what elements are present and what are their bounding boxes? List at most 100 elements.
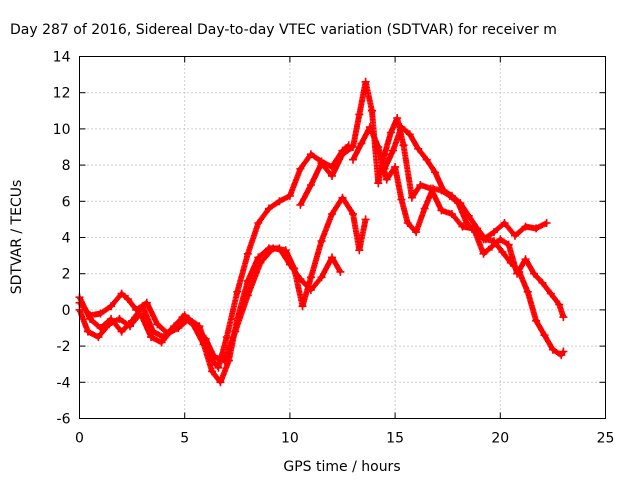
data-point — [317, 159, 326, 168]
data-point — [328, 210, 336, 218]
y-tick-label: 6 — [62, 194, 71, 210]
data-point — [407, 193, 416, 202]
data-point — [290, 264, 299, 273]
y-tick-label: 12 — [53, 86, 71, 102]
data-point — [149, 327, 158, 336]
y-tick-label: 4 — [62, 231, 71, 247]
y-tick-label: -6 — [57, 412, 71, 428]
data-point — [317, 237, 326, 246]
data-point — [420, 204, 429, 213]
data-point — [147, 333, 155, 342]
data-point — [170, 322, 179, 331]
plot-frame — [79, 56, 606, 419]
data-point — [504, 240, 513, 249]
data-point — [128, 316, 137, 325]
data-point — [399, 141, 408, 150]
chart-title: Day 287 of 2016, Sidereal Day-to-day VTE… — [10, 22, 557, 38]
data-point — [208, 367, 217, 376]
data-point — [306, 273, 315, 282]
y-tick-label: 0 — [62, 303, 71, 319]
data-point — [439, 186, 448, 195]
data-point — [473, 224, 482, 233]
data-point — [368, 106, 376, 115]
y-axis-label: SDTVAR / TECUs — [9, 180, 25, 295]
data-point — [555, 300, 564, 309]
data-point — [397, 195, 406, 204]
data-point — [559, 313, 568, 322]
data-point — [264, 204, 273, 213]
y-tick-label: -4 — [57, 375, 71, 391]
data-point — [180, 311, 189, 320]
data-point — [540, 331, 549, 340]
data-point — [386, 128, 395, 137]
x-tick-label: 10 — [281, 431, 299, 447]
data-point — [83, 327, 92, 336]
series-arc-3 — [75, 193, 370, 365]
data-point — [349, 143, 357, 151]
data-point — [281, 246, 290, 255]
data-point — [107, 314, 116, 323]
data-point — [355, 110, 364, 119]
data-point — [317, 273, 326, 282]
data-point — [538, 278, 547, 287]
data-point — [530, 269, 538, 278]
data-point — [431, 168, 440, 177]
data-point — [138, 302, 147, 311]
data-point — [498, 248, 507, 256]
data-point — [532, 224, 541, 233]
data-point — [374, 179, 383, 188]
data-point — [142, 298, 151, 307]
data-point — [391, 162, 400, 171]
y-tick-label: -2 — [57, 339, 71, 355]
data-point — [306, 181, 315, 189]
x-tick-label: 20 — [491, 431, 509, 447]
data-point — [243, 276, 252, 285]
data-point — [254, 253, 263, 262]
data-point — [515, 267, 524, 276]
data-point — [357, 139, 366, 148]
data-point — [500, 219, 509, 227]
data-point — [490, 237, 498, 246]
data-point — [481, 235, 490, 244]
data-point — [153, 320, 162, 329]
data-point — [275, 197, 284, 206]
data-point — [532, 316, 541, 325]
y-tick-label: 2 — [62, 267, 71, 283]
data-point — [96, 309, 105, 318]
data-point — [416, 181, 425, 189]
data-point — [479, 249, 488, 258]
data-point — [361, 215, 370, 224]
data-point — [296, 164, 305, 173]
data-point — [511, 231, 519, 240]
data-point — [559, 347, 568, 356]
y-tick-label: 8 — [62, 158, 71, 174]
data-point — [405, 130, 414, 139]
y-tick-label: 14 — [53, 50, 71, 66]
plot-background — [79, 56, 606, 419]
x-tick-label: 5 — [180, 431, 189, 447]
data-point — [349, 155, 357, 164]
data-point — [414, 144, 423, 153]
data-point — [393, 114, 402, 122]
data-point — [437, 206, 446, 215]
data-point — [523, 287, 532, 296]
data-point — [243, 249, 252, 258]
data-point — [94, 333, 103, 342]
x-tick-label: 0 — [75, 431, 84, 447]
data-point — [115, 314, 124, 323]
data-point — [285, 191, 294, 200]
x-tick-label: 15 — [386, 431, 404, 447]
data-point — [191, 322, 200, 331]
data-point — [328, 253, 336, 262]
data-point — [256, 258, 265, 267]
data-point — [269, 244, 278, 253]
data-point — [214, 363, 223, 372]
data-point — [365, 123, 374, 132]
data-point — [201, 334, 210, 343]
data-point — [412, 228, 421, 237]
data-point — [458, 222, 467, 231]
data-point — [338, 150, 347, 159]
data-point — [231, 327, 240, 336]
data-point — [389, 146, 397, 155]
